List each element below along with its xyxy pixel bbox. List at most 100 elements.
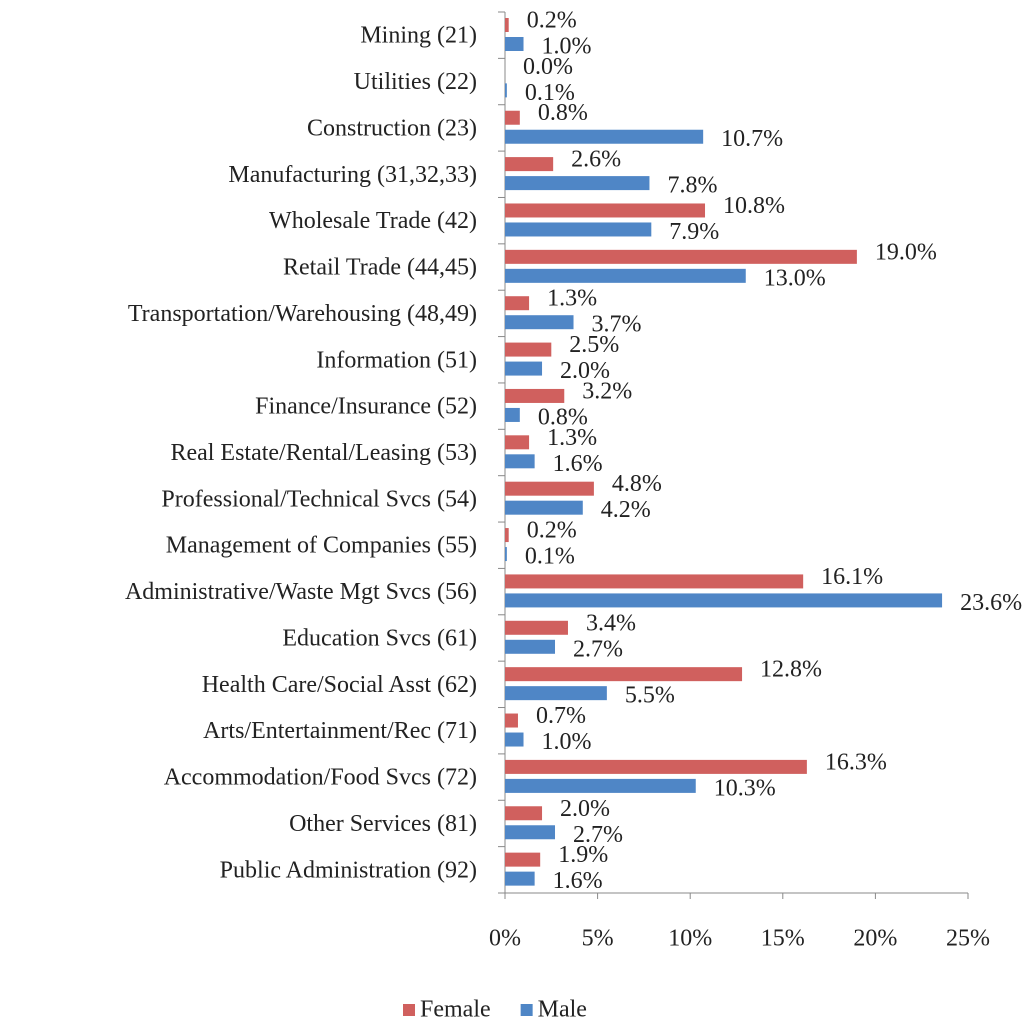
value-label: 12.8%	[760, 657, 822, 683]
bar	[505, 778, 696, 793]
x-tick-label: 5%	[582, 926, 614, 952]
value-label: 0.0%	[523, 54, 573, 80]
y-tick-label: Education Svcs (61)	[282, 625, 477, 651]
value-label: 2.7%	[573, 636, 623, 662]
legend-swatch	[520, 1004, 533, 1016]
value-label: 0.8%	[538, 404, 588, 430]
bar	[505, 574, 804, 589]
value-label: 0.8%	[538, 100, 588, 126]
bar	[505, 18, 509, 32]
bar	[505, 249, 857, 264]
y-tick-label: Utilities (22)	[354, 69, 477, 95]
bar	[505, 481, 594, 496]
bar	[505, 296, 530, 311]
bar	[505, 639, 556, 654]
bar	[505, 83, 507, 98]
value-label: 2.6%	[571, 147, 621, 173]
y-tick-label: Information (51)	[316, 347, 477, 373]
bar	[505, 315, 574, 330]
y-tick-label: Mining (21)	[360, 23, 477, 49]
value-label: 1.0%	[542, 34, 592, 60]
bar	[505, 268, 746, 283]
value-label: 1.9%	[558, 842, 608, 868]
bar	[505, 806, 543, 821]
y-tick-label: Manufacturing (31,32,33)	[228, 162, 477, 188]
bar	[505, 620, 568, 635]
value-label: 2.0%	[560, 358, 610, 384]
bar	[505, 686, 607, 701]
value-label: 3.7%	[592, 312, 642, 338]
bar	[505, 732, 524, 747]
value-label: 5.5%	[625, 683, 675, 709]
y-tick-label: Retail Trade (44,45)	[283, 255, 477, 281]
x-tick-label: 20%	[853, 926, 897, 952]
y-tick-label: Real Estate/Rental/Leasing (53)	[170, 440, 477, 466]
value-label: 10.8%	[723, 193, 785, 219]
bar	[505, 110, 520, 125]
value-label: 4.8%	[612, 471, 662, 497]
bar	[505, 129, 704, 144]
bar	[505, 342, 552, 357]
y-tick-label: Transportation/Warehousing (48,49)	[128, 301, 477, 327]
y-tick-label: Finance/Insurance (52)	[255, 394, 477, 420]
bar	[505, 435, 530, 450]
value-label: 19.0%	[875, 239, 937, 265]
value-label: 7.8%	[667, 173, 717, 199]
bar	[505, 547, 507, 562]
value-label: 3.4%	[586, 610, 636, 636]
value-label: 10.7%	[721, 126, 783, 152]
y-tick-label: Public Administration (92)	[220, 857, 477, 883]
y-tick-label: Administrative/Waste Mgt Svcs (56)	[125, 579, 477, 605]
value-label: 0.1%	[525, 80, 575, 106]
legend-label: Female	[420, 997, 491, 1023]
bar	[505, 871, 535, 886]
value-label: 10.3%	[714, 775, 776, 801]
bar	[505, 361, 543, 376]
y-tick-label: Other Services (81)	[289, 811, 477, 837]
value-label: 4.2%	[601, 497, 651, 523]
bar	[505, 37, 524, 51]
bar	[505, 203, 706, 218]
value-label: 0.2%	[527, 518, 577, 544]
bar	[505, 222, 652, 237]
value-label: 1.3%	[547, 286, 597, 312]
value-label: 23.6%	[960, 590, 1022, 616]
bar	[505, 759, 807, 774]
value-label: 2.7%	[573, 822, 623, 848]
y-tick-label: Construction (23)	[307, 115, 477, 141]
value-label: 2.0%	[560, 796, 610, 822]
y-tick-label: Arts/Entertainment/Rec (71)	[203, 718, 477, 744]
bar	[505, 713, 518, 728]
bar	[505, 852, 541, 867]
y-tick-label: Wholesale Trade (42)	[269, 208, 477, 234]
bar	[505, 454, 535, 469]
value-label: 1.3%	[547, 425, 597, 451]
value-label: 16.3%	[825, 749, 887, 775]
bar	[505, 825, 556, 840]
x-tick-label: 10%	[668, 926, 712, 952]
value-label: 0.1%	[525, 544, 575, 570]
value-label: 7.9%	[669, 219, 719, 245]
x-tick-label: 15%	[761, 926, 805, 952]
value-label: 0.2%	[527, 8, 577, 34]
legend-swatch	[403, 1004, 415, 1016]
bar	[505, 528, 509, 543]
y-tick-label: Health Care/Social Asst (62)	[202, 672, 477, 698]
y-tick-label: Professional/Technical Svcs (54)	[161, 486, 477, 512]
bar	[505, 593, 943, 608]
value-label: 13.0%	[764, 265, 826, 291]
y-tick-label: Management of Companies (55)	[166, 533, 477, 559]
value-label: 1.6%	[553, 451, 603, 477]
x-tick-label: 25%	[946, 926, 990, 952]
y-tick-label: Accommodation/Food Svcs (72)	[164, 765, 477, 791]
bar	[505, 388, 565, 403]
bar	[505, 176, 650, 191]
bar	[505, 667, 743, 682]
bar	[505, 500, 583, 515]
value-label: 3.2%	[582, 378, 632, 404]
bar	[505, 157, 554, 172]
bar	[505, 407, 520, 422]
value-label: 1.6%	[553, 868, 603, 894]
legend-label: Male	[538, 997, 587, 1023]
